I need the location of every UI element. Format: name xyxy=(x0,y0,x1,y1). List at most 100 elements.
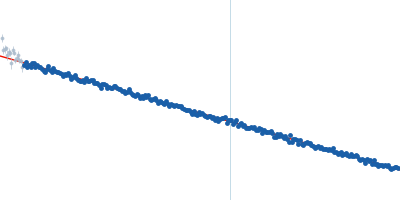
Point xyxy=(86,80,92,83)
Point xyxy=(78,79,84,82)
Point xyxy=(83,77,89,80)
Point xyxy=(324,148,331,151)
Point xyxy=(114,87,120,90)
Point xyxy=(370,159,377,162)
Point xyxy=(297,138,303,141)
Point xyxy=(354,154,360,158)
Point xyxy=(57,72,63,75)
Point xyxy=(364,157,370,160)
Point xyxy=(39,68,45,71)
Point xyxy=(205,115,212,118)
Point xyxy=(272,135,279,138)
Point xyxy=(134,93,140,96)
Point xyxy=(366,159,372,163)
Point xyxy=(194,114,200,117)
Point xyxy=(362,162,368,165)
Point xyxy=(305,142,311,145)
Point xyxy=(150,98,156,101)
Point xyxy=(233,119,240,122)
Point xyxy=(271,135,277,139)
Point xyxy=(328,148,334,152)
Point xyxy=(80,78,86,82)
Point xyxy=(393,165,400,169)
Point xyxy=(156,100,163,103)
Point xyxy=(261,129,267,132)
Point xyxy=(36,66,42,69)
Point xyxy=(251,125,258,129)
Point xyxy=(294,139,300,142)
Point xyxy=(137,97,143,100)
Point xyxy=(76,79,83,82)
Point xyxy=(377,163,383,166)
Point xyxy=(191,110,197,113)
Point xyxy=(122,91,128,94)
Point xyxy=(98,86,104,89)
Point xyxy=(140,96,146,99)
Point xyxy=(292,137,298,140)
Point xyxy=(58,72,65,76)
Point xyxy=(128,93,135,96)
Point xyxy=(135,93,142,96)
Point xyxy=(68,78,74,81)
Point xyxy=(89,78,96,82)
Point xyxy=(66,75,73,78)
Point xyxy=(84,80,91,83)
Point xyxy=(360,158,367,161)
Point xyxy=(209,116,215,119)
Point xyxy=(106,86,112,89)
Point xyxy=(280,136,287,140)
Point xyxy=(295,142,302,145)
Point xyxy=(22,61,29,64)
Point xyxy=(207,115,213,118)
Point xyxy=(26,64,32,67)
Point xyxy=(285,140,292,143)
Point xyxy=(170,103,176,107)
Point xyxy=(88,78,94,81)
Point xyxy=(44,67,50,70)
Point xyxy=(302,142,308,145)
Point xyxy=(228,119,235,122)
Point xyxy=(142,93,148,97)
Point xyxy=(264,130,270,133)
Point xyxy=(107,87,114,90)
Point xyxy=(120,90,127,93)
Point xyxy=(392,166,398,169)
Point xyxy=(96,83,102,86)
Point xyxy=(145,94,151,97)
Point xyxy=(342,152,349,155)
Point xyxy=(232,121,238,124)
Point xyxy=(153,98,160,101)
Point xyxy=(341,153,347,156)
Point xyxy=(81,80,88,84)
Point xyxy=(333,151,339,154)
Point xyxy=(112,85,119,88)
Point xyxy=(218,116,225,120)
Point xyxy=(119,89,125,92)
Point xyxy=(330,146,336,150)
Point xyxy=(326,147,333,151)
Point xyxy=(262,131,269,134)
Point xyxy=(181,108,187,111)
Point xyxy=(65,72,71,75)
Point xyxy=(164,103,171,106)
Point xyxy=(243,126,249,129)
Point xyxy=(102,84,109,87)
Point xyxy=(34,64,40,67)
Point xyxy=(30,61,37,64)
Point xyxy=(204,115,210,119)
Point xyxy=(109,87,115,90)
Point xyxy=(323,147,329,150)
Point xyxy=(168,102,174,105)
Point xyxy=(351,155,357,158)
Point xyxy=(176,105,182,108)
Point xyxy=(196,110,202,114)
Point xyxy=(215,119,222,123)
Point xyxy=(312,146,318,149)
Point xyxy=(125,87,132,91)
Point xyxy=(303,141,310,144)
Point xyxy=(48,70,55,73)
Point xyxy=(284,137,290,141)
Point xyxy=(378,164,385,167)
Point xyxy=(24,65,30,69)
Point xyxy=(62,72,68,75)
